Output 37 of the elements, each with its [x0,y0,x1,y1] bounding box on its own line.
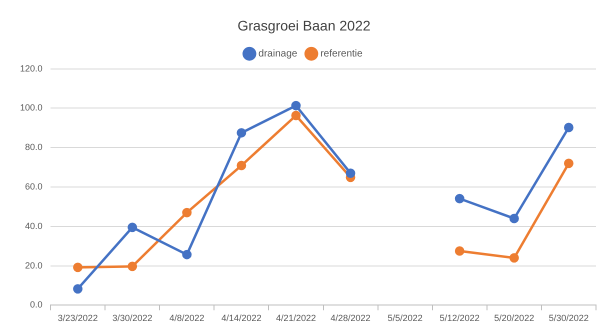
point [454,246,464,256]
point [236,160,246,170]
x-tick-label: 3/23/2022 [58,313,98,324]
y-tick-label: 20.0 [24,260,43,270]
x-tick-label: 4/28/2022 [330,313,371,324]
point [291,110,301,120]
point [564,122,574,132]
y-tick-label: 0.0 [30,300,43,310]
x-tick-label: 4/8/2022 [169,313,204,324]
x-tick-label: 5/5/2022 [388,313,423,324]
x-tick-label: 3/30/2022 [112,313,152,324]
y-tick-label: 60.0 [24,181,43,192]
point [182,250,192,260]
point [564,158,574,168]
x-tick-label: 4/21/2022 [276,313,316,324]
x-tick-label: 5/30/2022 [548,313,589,324]
point [454,194,464,204]
point [182,208,192,218]
point [509,253,519,263]
point [128,222,138,232]
legend-label: referentie [320,48,364,60]
x-tick-label: 5/20/2022 [494,313,534,324]
y-tick-label: 40.0 [24,220,43,231]
y-tick-label: 100.0 [20,102,43,113]
point [73,284,83,294]
y-tick-label: 80.0 [24,142,43,152]
y-tick-label: 120.0 [20,63,43,74]
legend-label: drainage [258,48,298,60]
point [346,168,356,178]
point [128,262,138,272]
point [236,128,246,138]
point [291,100,301,110]
point [73,262,83,272]
chart-title: Grasgroei Baan 2022 [237,17,371,34]
point [509,214,519,224]
x-tick-label: 5/12/2022 [440,313,480,324]
x-tick-label: 4/14/2022 [221,313,262,324]
